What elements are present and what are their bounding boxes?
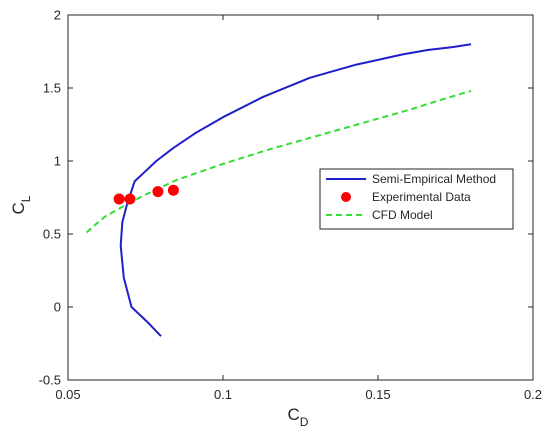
y-axis-label-sub: L <box>19 195 33 202</box>
semi-empirical-method-line <box>119 43 472 337</box>
y-tick-label: -0.5 <box>39 373 61 388</box>
experimental-data-point <box>152 186 164 198</box>
y-tick-label: 1 <box>54 154 61 169</box>
x-axis-label: CD <box>288 405 309 429</box>
plot-area-frame <box>67 14 534 381</box>
experimental-data-point <box>113 193 125 205</box>
x-axis-label-sub: D <box>300 415 309 429</box>
experimental-data-point <box>167 184 179 196</box>
experimental-data-point <box>124 193 136 205</box>
y-tick-label: 2 <box>54 8 61 23</box>
y-axis-ticks: -0.5 0 0.5 1 1.5 2 <box>39 8 533 388</box>
y-axis-label-main: C <box>9 202 28 214</box>
series-lines <box>85 43 472 337</box>
legend-label-experimental: Experimental Data <box>372 190 471 204</box>
x-axis-label-main: C <box>288 405 300 424</box>
x-tick-label: 0.15 <box>365 387 390 402</box>
y-tick-label: 1.5 <box>43 81 61 96</box>
series-markers <box>113 184 179 205</box>
y-axis-label: CL <box>9 195 33 214</box>
x-axis-ticks: 0.05 0.1 0.15 0.2 <box>55 15 542 402</box>
y-tick-label: 0.5 <box>43 227 61 242</box>
legend-label-semi-empirical: Semi-Empirical Method <box>372 172 496 186</box>
legend-swatch-experimental <box>341 192 351 202</box>
x-tick-label: 0.2 <box>524 387 542 402</box>
legend: Semi-Empirical Method Experimental Data … <box>319 168 514 230</box>
legend-label-cfd: CFD Model <box>372 208 433 222</box>
x-tick-label: 0.1 <box>214 387 232 402</box>
cfd-model-line <box>85 89 472 234</box>
x-tick-label: 0.05 <box>55 387 80 402</box>
y-tick-label: 0 <box>54 300 61 315</box>
